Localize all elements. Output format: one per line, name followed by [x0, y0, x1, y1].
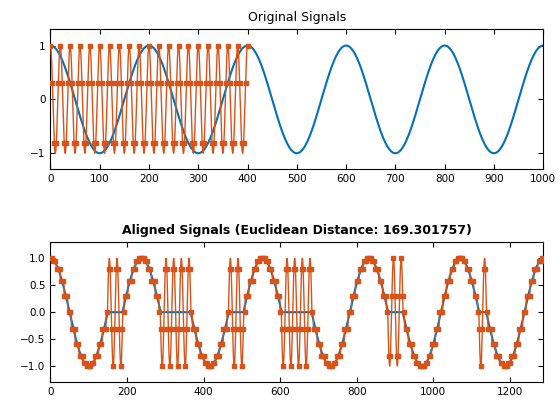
- Title: Aligned Signals (Euclidean Distance: 169.301757): Aligned Signals (Euclidean Distance: 169…: [122, 224, 472, 237]
- Title: Original Signals: Original Signals: [248, 11, 346, 24]
